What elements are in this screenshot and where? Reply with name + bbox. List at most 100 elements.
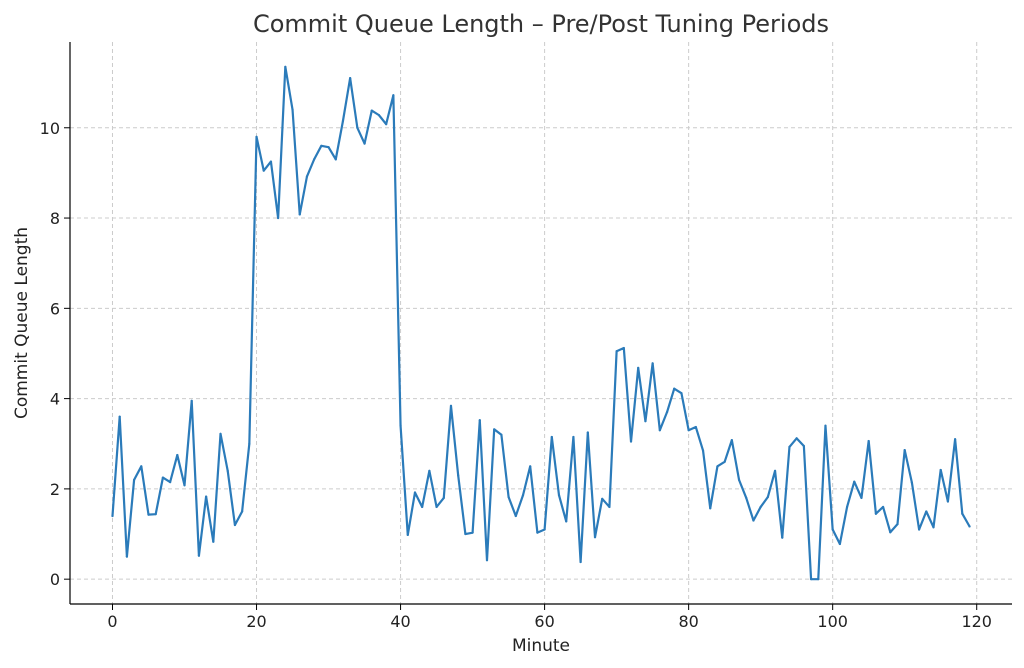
data-point bbox=[529, 465, 532, 468]
data-point bbox=[233, 523, 237, 527]
data-point bbox=[925, 510, 928, 513]
data-point bbox=[111, 514, 114, 518]
data-point bbox=[255, 135, 258, 138]
data-point bbox=[637, 366, 640, 370]
data-point bbox=[507, 495, 510, 499]
data-point bbox=[658, 429, 661, 432]
data-point bbox=[313, 158, 316, 161]
data-point bbox=[968, 525, 971, 528]
y-tick-label: 8 bbox=[50, 209, 60, 228]
data-point bbox=[428, 469, 431, 472]
data-point bbox=[435, 505, 438, 509]
data-point bbox=[161, 476, 164, 479]
x-tick-label: 120 bbox=[961, 612, 992, 631]
data-point bbox=[629, 440, 633, 443]
y-tick-label: 10 bbox=[40, 119, 60, 138]
data-point bbox=[226, 469, 229, 472]
data-point bbox=[140, 465, 143, 468]
data-point bbox=[370, 109, 373, 112]
data-point bbox=[781, 536, 784, 539]
data-point bbox=[493, 428, 496, 431]
data-point bbox=[262, 169, 265, 172]
data-point bbox=[478, 419, 481, 422]
data-point bbox=[867, 439, 870, 443]
data-point bbox=[334, 158, 337, 161]
data-point bbox=[845, 505, 849, 509]
data-point bbox=[421, 505, 424, 509]
data-point bbox=[356, 126, 359, 129]
data-point bbox=[608, 505, 611, 509]
data-point bbox=[298, 213, 301, 216]
x-tick-label: 80 bbox=[678, 612, 698, 631]
data-point bbox=[464, 532, 467, 536]
data-point bbox=[730, 439, 733, 442]
grid-lines bbox=[70, 42, 1012, 604]
data-point bbox=[788, 445, 791, 449]
data-point bbox=[759, 505, 762, 509]
data-point bbox=[557, 494, 561, 497]
data-point bbox=[212, 540, 215, 543]
data-point bbox=[521, 494, 525, 497]
data-point bbox=[644, 420, 647, 423]
data-point bbox=[277, 216, 280, 220]
data-point bbox=[802, 444, 805, 448]
data-point bbox=[190, 399, 193, 402]
data-point bbox=[248, 442, 251, 445]
data-point bbox=[219, 432, 222, 435]
data-point bbox=[457, 474, 460, 477]
data-point bbox=[241, 510, 244, 513]
y-tick-label: 0 bbox=[50, 570, 60, 589]
data-point bbox=[954, 438, 957, 441]
data-point bbox=[341, 119, 345, 123]
data-point bbox=[536, 531, 539, 534]
data-point bbox=[550, 435, 553, 439]
data-point bbox=[183, 484, 186, 487]
data-point bbox=[896, 523, 899, 526]
data-point bbox=[651, 362, 654, 365]
data-point bbox=[133, 478, 136, 481]
data-point bbox=[716, 465, 719, 468]
data-point bbox=[176, 453, 179, 457]
y-ticks: 0 2 4 6 8 10 bbox=[40, 119, 70, 589]
x-axis-label: Minute bbox=[512, 636, 570, 656]
data-point bbox=[853, 480, 856, 483]
data-point bbox=[514, 514, 517, 518]
data-point bbox=[593, 536, 597, 539]
data-point bbox=[291, 108, 294, 111]
data-point bbox=[946, 500, 950, 503]
data-point bbox=[118, 415, 121, 418]
data-point bbox=[665, 411, 669, 414]
data-point bbox=[349, 77, 352, 80]
data-point bbox=[824, 424, 827, 427]
y-tick-label: 6 bbox=[50, 299, 60, 318]
data-point bbox=[442, 496, 445, 500]
data-point bbox=[500, 433, 503, 436]
chart-title: Commit Queue Length – Pre/Post Tuning Pe… bbox=[253, 10, 829, 38]
data-point bbox=[154, 513, 157, 516]
data-point bbox=[601, 497, 604, 500]
data-point bbox=[413, 491, 417, 494]
data-point bbox=[565, 520, 568, 523]
data-point bbox=[615, 350, 618, 353]
data-point bbox=[622, 346, 625, 350]
data-point bbox=[910, 481, 913, 484]
y-axis-label: Commit Queue Length bbox=[12, 227, 32, 419]
data-point bbox=[773, 469, 777, 472]
data-point bbox=[860, 496, 863, 500]
data-point bbox=[795, 437, 798, 440]
x-tick-label: 20 bbox=[246, 612, 266, 631]
data-point bbox=[125, 555, 128, 558]
data-point bbox=[831, 528, 834, 531]
data-point bbox=[197, 554, 201, 557]
data-point bbox=[399, 424, 402, 427]
data-point bbox=[406, 533, 409, 537]
data-point bbox=[881, 505, 885, 509]
data-point bbox=[918, 528, 921, 531]
x-tick-label: 100 bbox=[817, 612, 848, 631]
data-point bbox=[752, 519, 755, 522]
data-point bbox=[709, 507, 712, 510]
data-point bbox=[961, 512, 964, 515]
data-point bbox=[572, 435, 575, 439]
data-point bbox=[579, 560, 582, 564]
data-point bbox=[205, 495, 208, 498]
